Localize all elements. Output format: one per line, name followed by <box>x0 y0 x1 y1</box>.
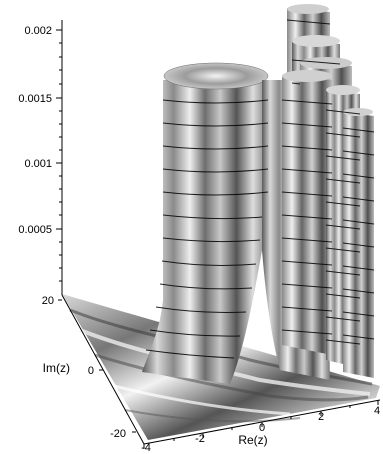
re-tick-label: 0 <box>259 422 265 434</box>
re-tick-label: 2 <box>318 411 324 423</box>
re-tick-label: -2 <box>195 433 205 445</box>
z-tick-label: 0.0005 <box>18 224 52 236</box>
re-axis: -4 -2 0 2 4 Re(z) <box>141 399 381 454</box>
re-tick-label: -4 <box>141 442 151 454</box>
im-tick-label: 0 <box>88 365 94 377</box>
im-axis-label: Im(z) <box>43 361 70 375</box>
surface-peak-main <box>142 62 269 384</box>
im-tick-label: 20 <box>42 295 54 307</box>
contour-lines <box>145 19 375 359</box>
surface-peaks-front <box>262 70 374 380</box>
im-axis: 20 0 -20 Im(z) <box>42 294 145 445</box>
z-tick-label: 0.002 <box>24 25 52 37</box>
re-axis-label: Re(z) <box>238 433 267 447</box>
im-tick-label: -20 <box>110 428 126 440</box>
z-tick-label: 0.001 <box>24 158 52 170</box>
z-axis: 0.002 0.0015 0.001 0.0005 <box>18 20 63 295</box>
z-tick-label: 0.0015 <box>18 93 52 105</box>
re-tick-label: 4 <box>374 405 380 417</box>
